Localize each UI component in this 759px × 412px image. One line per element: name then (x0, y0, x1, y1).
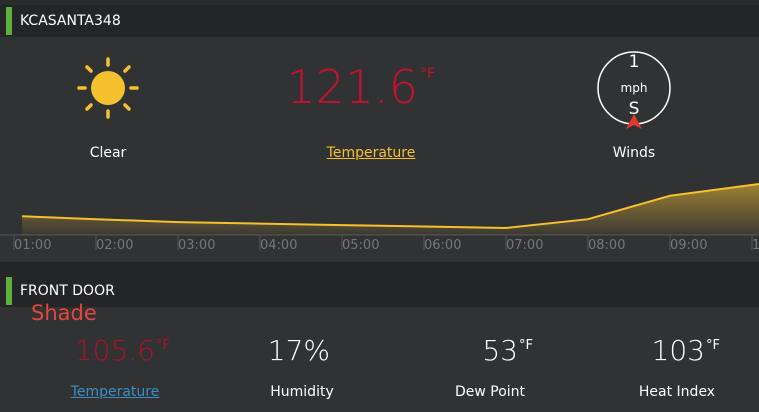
divider (0, 262, 759, 275)
x-tick-label: 10 (752, 238, 759, 253)
sparkline: 01:00 02:00 03:00 04:00 05:00 06:00 07:00 08:00… (0, 183, 759, 253)
x-tick-label: 09:00 (670, 238, 707, 253)
x-tick-label: 02:00 (96, 238, 133, 253)
x-tick-label: 07:00 (506, 238, 543, 253)
sensor-label: Heat Index (638, 384, 716, 400)
station-header: KCASANTA348 (0, 5, 759, 37)
wind-speed: 1 (629, 52, 640, 72)
x-tick-label: 08:00 (588, 238, 625, 253)
sun-icon (77, 57, 139, 119)
sensor-unit: °F (519, 338, 533, 353)
sensor-unit: °F (706, 338, 720, 353)
wind-direction: S (629, 99, 640, 119)
x-tick-label: 03:00 (178, 238, 215, 253)
sensor-location: Shade (31, 301, 97, 325)
sparkline-area (22, 184, 759, 235)
x-tick-label: 06:00 (424, 238, 461, 253)
x-tick-label: 05:00 (342, 238, 379, 253)
wind-compass: 1 mph S (597, 51, 671, 129)
x-tick-label: 01:00 (14, 238, 51, 253)
sensor-value: 103 (651, 334, 705, 367)
sensor-header: FRONT DOOR (0, 275, 759, 307)
sensor-label[interactable]: Temperature (70, 384, 160, 400)
sensor-panel (0, 307, 759, 412)
sensor-unit: °F (156, 338, 170, 353)
condition: Clear (89, 145, 127, 161)
temperature-unit: °F (420, 66, 436, 82)
sensor-value: 17% (267, 334, 330, 367)
station-title: KCASANTA348 (20, 13, 121, 29)
sensor-label: Dew Point (454, 384, 526, 400)
wind-label: Winds (612, 145, 656, 161)
sensor-value: 105.6 (74, 334, 155, 367)
x-tick-label: 04:00 (260, 238, 297, 253)
wind-unit: mph (621, 81, 648, 95)
sensor-value: 53 (482, 334, 518, 367)
temperature-link[interactable]: Temperature (326, 145, 416, 161)
temperature-value: 121.6 (286, 60, 418, 114)
sparkline-line (21, 183, 759, 230)
sensor-label: Humidity (270, 384, 334, 400)
sensor-title: FRONT DOOR (20, 283, 115, 299)
